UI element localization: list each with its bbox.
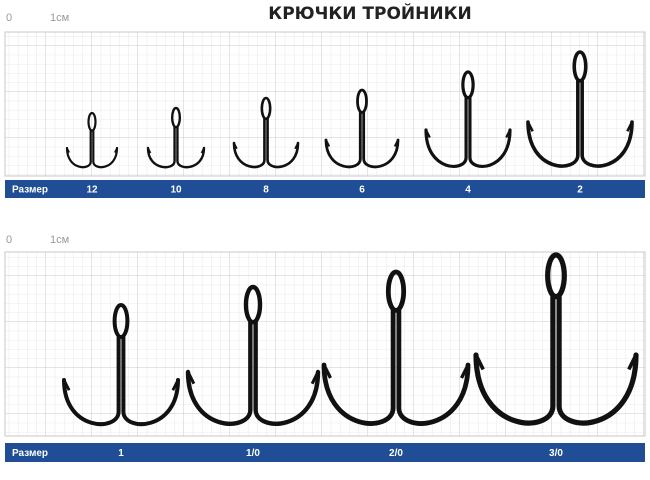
hook-eye <box>243 284 263 325</box>
hook-body <box>473 294 639 426</box>
hook-barb <box>62 379 180 391</box>
hook-body <box>146 126 206 169</box>
hook-body <box>62 335 180 426</box>
size-value: 2 <box>577 185 583 196</box>
hook-barb <box>325 139 399 147</box>
hook-body <box>65 129 119 169</box>
hook-barb <box>233 142 299 150</box>
scale-unit: 1см <box>50 234 69 246</box>
size-value: 3/0 <box>549 448 563 459</box>
hook-barb <box>526 121 634 132</box>
hook-barb <box>186 371 320 385</box>
size-value: 1 <box>118 448 124 459</box>
scale-start: 0 <box>6 12 12 24</box>
size-value: 2/0 <box>389 448 403 459</box>
size-value: 12 <box>86 185 98 196</box>
scale-unit: 1см <box>50 12 69 24</box>
size-bar <box>5 443 645 462</box>
hook-barb <box>322 364 470 379</box>
grid <box>4 31 646 177</box>
hook-barb <box>424 129 512 139</box>
hook-body <box>185 320 321 426</box>
hook-body <box>321 308 471 426</box>
grid <box>4 251 646 437</box>
size-value: 4 <box>465 185 471 196</box>
size-value: 10 <box>170 185 182 196</box>
size-label: Размер <box>12 448 48 459</box>
hook-eye <box>545 252 567 300</box>
hook-eye <box>112 303 130 339</box>
hook-body <box>232 117 300 169</box>
hook-body <box>526 79 634 168</box>
hook-body <box>324 111 400 169</box>
size-value: 1/0 <box>246 448 260 459</box>
panel: 0 1см Размер 1 1/0 2/0 3/0 <box>4 234 646 462</box>
hook-body <box>424 96 512 168</box>
hook-eye <box>385 269 407 313</box>
panel: 0 1см Размер 12 10 8 6 4 2 <box>4 12 646 198</box>
size-bar <box>5 180 645 198</box>
size-value: 6 <box>359 185 365 196</box>
title: КРЮЧКИ ТРОЙНИКИ <box>268 2 471 24</box>
hook-eye <box>260 96 272 121</box>
hook-barb <box>474 354 638 371</box>
hook-barb <box>66 147 118 153</box>
hook-eye <box>461 70 475 100</box>
scale-start: 0 <box>6 234 12 246</box>
hook-barb <box>147 147 205 154</box>
hook-eye <box>170 106 182 129</box>
size-label: Размер <box>12 185 48 196</box>
hook-eye <box>356 88 368 114</box>
size-value: 8 <box>263 185 269 196</box>
hook-eye <box>87 111 97 132</box>
hook-eye <box>572 50 588 83</box>
panels: 0 1см Размер 12 10 8 6 4 2 0 1см Размер 1 1/0 2/0 3/0 <box>4 12 646 462</box>
